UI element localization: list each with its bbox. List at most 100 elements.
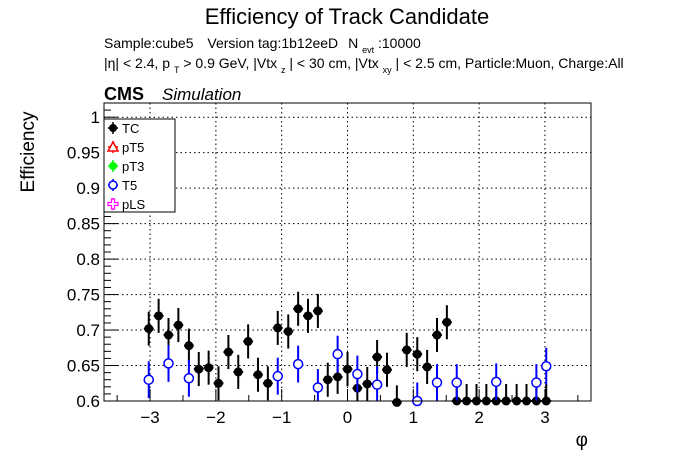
legend-entry-pt5: pT5: [106, 140, 144, 155]
data-point-tc: [511, 383, 522, 406]
marker-filled-circle: [313, 306, 323, 316]
vz-cut: | < 30 cm, |Vtx: [289, 55, 378, 71]
data-point-tc: [262, 366, 273, 401]
nevt-sub: evt: [362, 45, 375, 55]
marker-filled-circle: [323, 375, 333, 385]
cuts-line: |η| < 2.4, p T > 0.9 GeV, |Vtx z | < 30 …: [104, 55, 624, 76]
legend-entry-pls: pLS: [107, 197, 145, 212]
data-point-tc: [213, 366, 224, 401]
plot-frame: [103, 102, 592, 402]
marker-open-circle: [272, 370, 283, 382]
data-point-tc: [293, 291, 304, 326]
marker-filled-circle: [422, 362, 432, 372]
version-label: Version tag:1b12eeD: [207, 35, 338, 51]
legend-label: TC: [122, 121, 139, 136]
marker-filled-circle: [432, 330, 442, 340]
nevt-value: :10000: [378, 35, 421, 51]
data-point-tc: [541, 383, 552, 406]
data-point-tc: [471, 383, 482, 406]
x-tick-label: 0: [343, 408, 352, 427]
marker-filled-circle: [173, 320, 183, 330]
data-point-tc: [243, 324, 254, 359]
marker-filled-circle: [372, 352, 382, 362]
data-series: [143, 291, 552, 407]
data-point-tc: [312, 293, 323, 328]
marker-filled-circle: [184, 341, 194, 351]
marker-filled-circle: [392, 397, 402, 407]
marker-filled-circle: [273, 323, 283, 333]
data-point-tc: [272, 310, 283, 345]
marker-open-circle: [371, 379, 383, 390]
marker-filled-circle: [263, 378, 273, 388]
x-tick-label: 2: [474, 408, 483, 427]
pt-sub: T: [174, 65, 180, 75]
data-point-t5: [540, 347, 552, 385]
data-point-t5: [431, 364, 443, 401]
legend-marker-filled-circle: [109, 124, 117, 132]
simulation-label: Simulation: [162, 85, 241, 104]
marker-open-circle: [143, 374, 155, 385]
data-point-tc: [223, 335, 234, 370]
data-point-t5: [451, 364, 462, 401]
data-point-t5: [183, 359, 195, 397]
legend-entry-tc: TC: [108, 121, 139, 136]
legend-label: pT3: [122, 159, 144, 174]
x-tick-label: −2: [206, 408, 225, 427]
data-point-tc: [441, 305, 452, 340]
x-tick-label: −3: [140, 408, 159, 427]
y-tick-label: 0.65: [67, 357, 100, 376]
data-point-t5: [371, 366, 383, 401]
pt-cut: > 0.9 GeV, |Vtx: [183, 55, 277, 71]
sample-line: Sample:cube5 Version tag:1b12eeD N evt :…: [104, 35, 421, 56]
data-point-t5: [272, 357, 283, 395]
data-point-tc: [303, 298, 313, 333]
marker-open-circle: [183, 373, 195, 384]
marker-filled-circle: [283, 326, 293, 336]
y-tick-label: 0.6: [76, 392, 100, 411]
series-t5: [143, 335, 552, 407]
y-tick-label: 0.85: [67, 215, 100, 234]
x-axis-label: φ: [576, 430, 588, 451]
data-point-tc: [193, 352, 204, 387]
legend-marker-open-triangle: [106, 140, 120, 152]
marker-filled-circle: [303, 311, 313, 321]
data-point-t5: [163, 344, 174, 382]
data-point-tc: [283, 314, 294, 349]
marker-open-circle: [292, 358, 304, 370]
marker-filled-circle: [382, 365, 392, 375]
data-point-tc: [322, 362, 333, 397]
marker-filled-circle: [144, 324, 154, 334]
y-axis-label: Efficiency: [18, 111, 39, 192]
marker-open-circle: [540, 360, 552, 372]
marker-filled-circle: [333, 372, 343, 382]
marker-filled-circle: [163, 330, 173, 340]
legend-items: TC pT5 pT3 T5 pLS: [106, 121, 145, 212]
marker-filled-circle: [204, 363, 214, 373]
sample-label: Sample:cube5: [104, 35, 194, 51]
y-tick-label: 0.75: [67, 286, 100, 305]
y-tick-label: 0.8: [76, 250, 100, 269]
marker-open-circle: [531, 377, 542, 388]
marker-filled-circle: [194, 364, 204, 374]
data-point-tc: [412, 337, 423, 372]
legend-marker-open-cross: [107, 198, 119, 210]
data-point-tc: [362, 366, 373, 401]
grid-lines: [104, 103, 591, 401]
data-point-tc: [521, 383, 532, 406]
vxy-sub: xy: [383, 65, 393, 75]
data-point-t5: [332, 335, 343, 373]
legend-label: T5: [122, 178, 137, 193]
data-point-tc: [382, 352, 392, 387]
y-tick-label: 1: [91, 108, 100, 127]
data-point-t5: [292, 345, 304, 383]
marker-filled-circle: [362, 379, 372, 389]
marker-filled-circle: [154, 311, 164, 321]
x-tick-label: 3: [540, 408, 549, 427]
series-tc: [143, 291, 552, 407]
data-point-tc: [422, 349, 433, 384]
marker-filled-circle: [233, 367, 243, 377]
data-point-t5: [312, 369, 324, 401]
data-point-tc: [481, 383, 492, 406]
data-point-tc: [143, 311, 154, 346]
